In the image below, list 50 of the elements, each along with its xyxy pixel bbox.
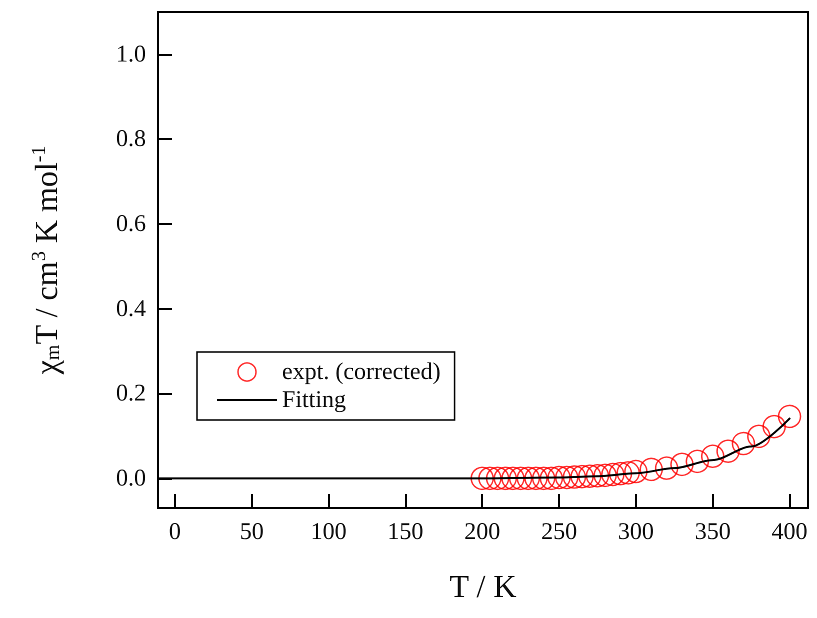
point	[578, 464, 602, 488]
x-tick-label: 100	[310, 519, 347, 545]
point	[508, 466, 532, 490]
point	[747, 424, 771, 448]
point	[570, 464, 594, 488]
x-tick-label: 300	[618, 519, 654, 545]
y-tick-label: 0.8	[116, 126, 146, 152]
point	[478, 466, 502, 490]
point	[762, 414, 786, 438]
point	[778, 404, 802, 428]
x-tick-label: 0	[168, 519, 181, 545]
legend-label: expt. (corrected)	[282, 359, 441, 385]
point	[716, 439, 740, 463]
point	[555, 466, 578, 490]
point	[701, 444, 724, 468]
point	[732, 432, 756, 456]
point	[640, 458, 664, 482]
point	[470, 466, 494, 490]
point	[562, 465, 586, 489]
point	[670, 452, 694, 476]
point	[654, 456, 678, 480]
x-tick-label: 50	[240, 519, 264, 545]
y-tick-label: 0.6	[116, 210, 146, 237]
point	[586, 464, 610, 488]
point	[608, 462, 632, 486]
point	[494, 466, 518, 490]
y-axis-title: χmT / cm3 K mol-1	[28, 146, 64, 376]
y-tick-label: 0.2	[116, 380, 146, 407]
x-tick-label: 400	[772, 519, 808, 545]
point	[532, 466, 556, 490]
point	[601, 462, 625, 486]
y-tick-label: 1.0	[116, 41, 146, 68]
point	[524, 466, 548, 490]
point	[501, 466, 525, 490]
legend-label: Fitting	[282, 387, 346, 413]
y-tick-label: 0.4	[116, 296, 146, 322]
x-tick-label: 250	[541, 519, 578, 545]
x-tick-label: 350	[694, 519, 731, 545]
x-tick-label: 150	[387, 519, 424, 545]
x-tick-label: 200	[464, 519, 500, 545]
x-axis-title: T / K	[450, 568, 516, 604]
point	[616, 461, 640, 485]
point	[686, 450, 710, 474]
point	[516, 466, 540, 490]
point	[547, 466, 571, 490]
point	[486, 466, 510, 490]
point	[540, 466, 564, 490]
point	[593, 464, 617, 488]
point	[624, 460, 648, 484]
y-tick-label: 0.0	[116, 465, 146, 492]
